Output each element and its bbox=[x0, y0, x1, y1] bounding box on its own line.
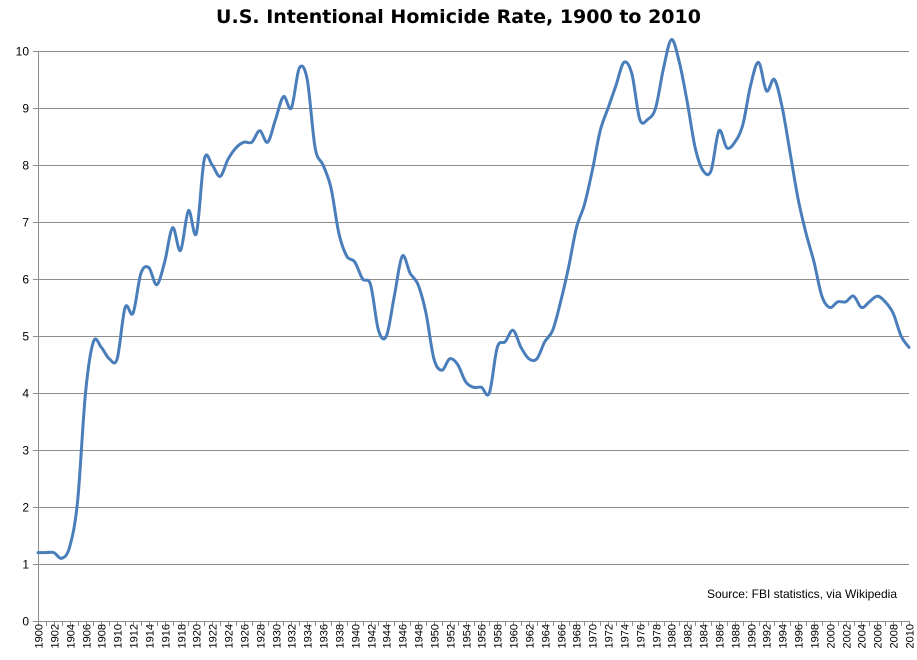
x-tick-label: 2008 bbox=[889, 624, 901, 648]
x-tick-label: 1910 bbox=[113, 624, 125, 648]
x-tick-label: 1956 bbox=[477, 624, 489, 648]
x-tick-label: 1978 bbox=[652, 624, 664, 648]
x-tick-label: 1946 bbox=[398, 624, 410, 648]
y-tick-label: 1 bbox=[22, 558, 29, 572]
x-tick-label: 1960 bbox=[509, 624, 521, 648]
y-tick-label: 4 bbox=[22, 387, 29, 401]
x-tick-label: 1996 bbox=[794, 624, 806, 648]
series-line-homicide-rate bbox=[36, 38, 911, 560]
x-tick-label: 1936 bbox=[319, 624, 331, 648]
x-axis: 1900 1902 1904 1906 1908 1910 1912 1914 1916 1918… bbox=[34, 621, 917, 648]
x-tick-label: 1976 bbox=[636, 624, 648, 648]
x-tick-label: 1990 bbox=[747, 624, 759, 648]
x-tick-label: 1928 bbox=[256, 624, 268, 648]
x-tick-label: 1944 bbox=[382, 624, 394, 648]
x-tick-label: 1954 bbox=[462, 624, 474, 648]
x-tick-label: 2002 bbox=[842, 624, 854, 648]
x-tick-label: 1964 bbox=[541, 624, 553, 648]
x-tick-label: 1932 bbox=[287, 624, 299, 648]
x-tick-label: 1930 bbox=[272, 624, 284, 648]
x-tick-label: 1912 bbox=[129, 624, 141, 648]
x-tick-label: 1906 bbox=[82, 624, 94, 648]
x-tick-label: 1914 bbox=[145, 624, 157, 648]
x-tick-label: 1972 bbox=[604, 624, 616, 648]
series bbox=[36, 38, 911, 560]
x-tick-label: 1948 bbox=[414, 624, 426, 648]
x-tick-label: 1974 bbox=[620, 624, 632, 648]
x-tick-label: 1940 bbox=[351, 624, 363, 648]
x-tick-label: 1918 bbox=[177, 624, 189, 648]
x-tick-label: 1904 bbox=[66, 624, 78, 648]
source-annotation: Source: FBI statistics, via Wikipedia bbox=[707, 587, 897, 601]
x-tick-label: 1938 bbox=[335, 624, 347, 648]
x-tick-label: 1998 bbox=[810, 624, 822, 648]
x-tick-label: 1986 bbox=[715, 624, 727, 648]
x-tick-label: 2004 bbox=[857, 624, 869, 648]
x-tick-label: 2006 bbox=[873, 624, 885, 648]
y-tick-label: 5 bbox=[22, 330, 29, 344]
y-tick-label: 9 bbox=[22, 102, 29, 116]
x-tick-label: 1994 bbox=[778, 624, 790, 648]
x-tick-label: 1922 bbox=[208, 624, 220, 648]
x-tick-label: 1920 bbox=[192, 624, 204, 648]
x-tick-label: 2010 bbox=[905, 624, 917, 648]
x-tick-label: 1924 bbox=[224, 624, 236, 648]
x-tick-label: 1926 bbox=[240, 624, 252, 648]
y-tick-label: 0 bbox=[22, 615, 29, 629]
x-tick-label: 1902 bbox=[50, 624, 62, 648]
x-tick-label: 1966 bbox=[557, 624, 569, 648]
y-tick-label: 10 bbox=[16, 45, 30, 59]
x-tick-label: 1988 bbox=[731, 624, 743, 648]
x-tick-label: 1970 bbox=[588, 624, 600, 648]
x-tick-label: 1908 bbox=[97, 624, 109, 648]
y-tick-label: 3 bbox=[22, 444, 29, 458]
x-tick-label: 1962 bbox=[525, 624, 537, 648]
x-tick-label: 2000 bbox=[826, 624, 838, 648]
y-tick-label: 6 bbox=[22, 273, 29, 287]
x-tick-label: 1968 bbox=[572, 624, 584, 648]
y-tick-label: 8 bbox=[22, 159, 29, 173]
x-tick-label: 1984 bbox=[699, 624, 711, 648]
gridlines bbox=[38, 51, 909, 565]
x-tick-label: 1916 bbox=[161, 624, 173, 648]
x-tick-label: 1958 bbox=[493, 624, 505, 648]
x-tick-label: 1980 bbox=[667, 624, 679, 648]
x-tick-label: 1982 bbox=[683, 624, 695, 648]
y-tick-label: 2 bbox=[22, 501, 29, 515]
x-tick-label: 1900 bbox=[34, 624, 46, 648]
chart-title: U.S. Intentional Homicide Rate, 1900 to … bbox=[216, 6, 701, 28]
y-axis: 0 1 2 3 4 5 6 7 8 9 10 bbox=[16, 45, 39, 629]
x-tick-label: 1942 bbox=[367, 624, 379, 648]
x-tick-label: 1992 bbox=[762, 624, 774, 648]
x-tick-label: 1952 bbox=[446, 624, 458, 648]
x-tick-label: 1934 bbox=[303, 624, 315, 648]
y-tick-label: 7 bbox=[22, 216, 29, 230]
x-tick-label: 1950 bbox=[430, 624, 442, 648]
